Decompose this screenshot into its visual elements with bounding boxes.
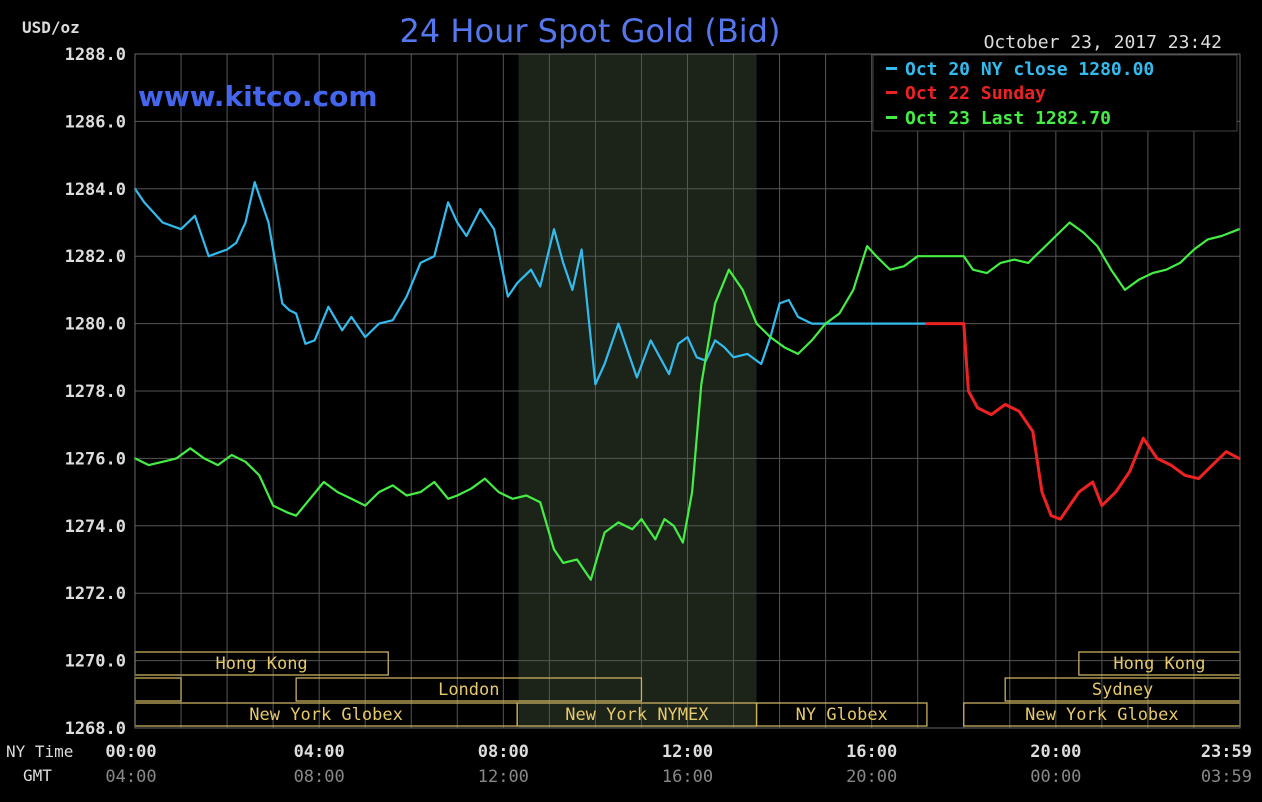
legend-label-oct20: Oct 20 NY close 1280.00 <box>905 59 1154 80</box>
y-tick-label: 1268.0 <box>65 719 126 739</box>
plot-border <box>134 53 1241 729</box>
session-bar <box>755 702 928 727</box>
y-axis: 1288.0 1286.0 1284.0 1282.0 1280.0 1278.0 1276… <box>65 45 126 739</box>
x-tick-label-gmt: 08:00 <box>294 767 345 787</box>
y-tick-label: 1276.0 <box>65 449 126 469</box>
series-line-2 <box>133 221 1241 581</box>
legend-swatch-oct20 <box>886 67 897 70</box>
market-sessions: Hong Kong Hong Kong London Sydney New York G… <box>134 651 1241 727</box>
x-tick-label-gmt: 04:00 <box>105 767 156 787</box>
session-label: London <box>438 680 499 700</box>
legend: Oct 20 NY close 1280.00 Oct 22 Sunday Oc… <box>872 54 1238 132</box>
x-tick-label-ny: 08:00 <box>478 742 529 762</box>
y-tick-label: 1280.0 <box>65 315 126 335</box>
legend-swatch-oct23 <box>886 116 897 119</box>
y-tick-label: 1284.0 <box>65 180 126 200</box>
y-tick-label: 1286.0 <box>65 112 126 132</box>
x-tick-label-ny: 20:00 <box>1030 742 1081 762</box>
x-tick-label-ny: 04:00 <box>294 742 345 762</box>
x-tick-label-ny: 23:59 <box>1201 742 1252 762</box>
session-label: NY Globex <box>796 705 888 725</box>
y-tick-label: 1288.0 <box>65 45 126 65</box>
x-tick-label-ny: 00:00 <box>105 742 156 762</box>
x-tick-label-gmt: 00:00 <box>1030 767 1081 787</box>
session-label: New York NYMEX <box>565 705 709 725</box>
x-tick-label-gmt: 16:00 <box>662 767 713 787</box>
y-axis-unit-label: USD/oz <box>22 18 80 37</box>
grid-lines <box>135 53 1240 729</box>
session-label: New York Globex <box>1025 705 1179 725</box>
session-label: Sydney <box>1092 680 1153 700</box>
y-tick-label: 1270.0 <box>65 652 126 672</box>
series-lines <box>133 181 1241 581</box>
legend-label-oct22: Oct 22 Sunday <box>905 83 1046 104</box>
x-axis-ny-time-label: NY Time <box>6 742 73 761</box>
watermark: www.kitco.com <box>138 80 378 113</box>
y-tick-label: 1278.0 <box>65 382 126 402</box>
y-tick-label: 1272.0 <box>65 584 126 604</box>
session-label: Hong Kong <box>1113 654 1205 674</box>
x-tick-label-gmt: 03:59 <box>1201 767 1252 787</box>
x-axis: 00:00 04:00 04:00 08:00 08:00 12:00 12:00 16:00… <box>105 742 1252 787</box>
chart-title: 24 Hour Spot Gold (Bid) <box>400 12 781 50</box>
session-bar <box>295 677 643 702</box>
x-tick-label-ny: 12:00 <box>662 742 713 762</box>
y-tick-label: 1282.0 <box>65 247 126 267</box>
x-tick-label-ny: 16:00 <box>846 742 897 762</box>
session-label: New York Globex <box>249 705 403 725</box>
x-tick-label-gmt: 12:00 <box>478 767 529 787</box>
y-tick-label: 1274.0 <box>65 517 126 537</box>
x-tick-label-gmt: 20:00 <box>846 767 897 787</box>
legend-swatch-oct22 <box>886 91 897 94</box>
series-line-1 <box>925 322 1241 521</box>
legend-label-oct23: Oct 23 Last 1282.70 <box>905 108 1111 129</box>
timestamp: October 23, 2017 23:42 <box>984 32 1222 53</box>
session-label: Hong Kong <box>216 654 308 674</box>
series-line-0 <box>133 181 929 386</box>
legend-box <box>872 54 1238 132</box>
x-axis-gmt-label: GMT <box>23 766 52 785</box>
